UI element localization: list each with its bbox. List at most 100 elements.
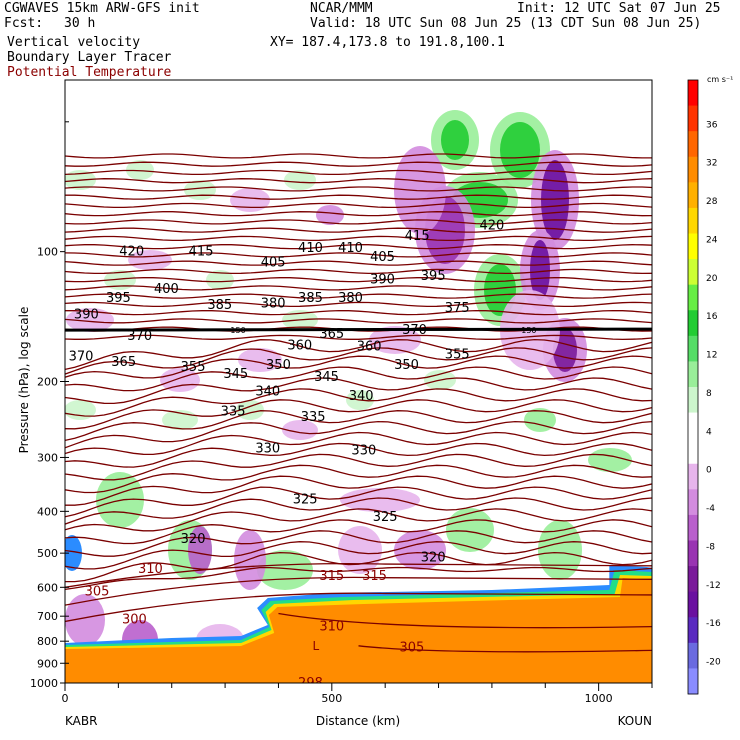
colorbar-tick-label: 28 [706,197,718,207]
forecast-hour: 30 h [64,16,96,31]
theta-contour [65,592,652,623]
y-tick-label: 600 [37,581,58,594]
theta-label: 410 [338,241,363,256]
theta-contour [65,153,652,159]
colorbar-swatch [688,463,698,490]
theta-label: 325 [373,510,398,525]
field-potential-temperature: Potential Temperature [7,65,172,80]
theta-contour [65,347,652,375]
y-tick-label: 100 [37,246,58,259]
tropopause-line: 150 150 [65,326,652,335]
theta-contour [65,377,652,405]
theta-contour [65,194,652,200]
theta-label: 325 [293,492,318,507]
theta-label: 400 [154,282,179,297]
theta-label: 315 [362,569,387,584]
theta-label: 340 [255,385,280,400]
colorbar-swatch [688,284,698,311]
theta-label: 298 [298,676,323,691]
valid-time: Valid: 18 UTC Sun 08 Jun 25 (13 CDT Sun … [310,16,702,31]
w-blob [446,508,494,552]
colorbar-tick-label: 0 [706,466,712,476]
theta-contour [65,169,652,176]
w-blob [500,122,540,178]
theta-contour [65,186,652,192]
theta-contour [65,388,652,417]
theta-contour-labels: 420 415 405 410 410 405 415 420 395 400 385 380 385 3… [69,219,505,691]
theta-contour [65,178,652,184]
y-tick-label: 400 [37,505,58,518]
theta-label: 380 [261,297,286,312]
theta-contour [65,293,652,299]
colorbar-swatch [688,412,698,439]
theta-contour [65,301,652,308]
tropopause-label: 150 [521,326,536,335]
theta-label: 385 [207,298,232,313]
theta-label: 370 [127,329,152,344]
w-blob [65,594,105,646]
theta-contour [65,541,652,570]
field-boundary-layer-tracer: Boundary Layer Tracer [7,50,172,65]
theta-contour [65,566,652,591]
init-time: Init: 12 UTC Sat 07 Jun 25 [517,1,721,16]
theta-label: 420 [119,245,144,260]
colorbar-tick-label: 12 [706,351,717,361]
theta-label: 395 [421,269,446,284]
theta-contour [65,530,652,557]
colorbar-swatch [688,591,698,618]
colorbar-swatch [688,131,698,158]
theta-label: 365 [319,327,344,342]
theta-label: 355 [181,360,206,375]
theta-contour [65,486,652,518]
w-blob [530,240,550,300]
cross-section-endpoints: XY= 187.4,173.8 to 191.8,100.1 [270,35,505,50]
theta-contour [65,277,652,283]
theta-contour [65,355,652,379]
theta-label: 360 [287,338,312,353]
theta-contour [65,260,652,266]
theta-label: 405 [261,256,286,271]
theta-contour [65,235,652,242]
model-title: CGWAVES 15km ARW-GFS init [4,1,200,16]
colorbar-swatch [688,361,698,388]
low-marker: L [312,639,319,653]
y-tick-label: 800 [37,635,58,648]
theta-label: 405 [370,250,395,265]
y-tick-label: 200 [37,376,58,389]
colorbar-swatch [688,642,698,669]
theta-label: 355 [445,347,470,362]
theta-label: 335 [221,405,246,420]
theta-label: 340 [349,389,374,404]
y-tick-label: 700 [37,610,58,623]
w-blob [65,400,96,420]
colorbar-tick-label: 16 [706,312,718,322]
theta-label: 320 [421,551,446,566]
theta-contour [65,219,652,225]
y-tick-label: 300 [37,451,58,464]
colorbar-swatch [688,80,698,107]
theta-label: 365 [111,355,136,370]
theta-contour [65,268,652,275]
theta-label: 310 [319,620,344,635]
colorbar-swatch [688,105,698,132]
colorbar-tick-label: 32 [706,159,717,169]
colorbar-swatch [688,156,698,183]
theta-contour [65,202,652,209]
w-blob [184,180,216,200]
colorbar-swatch [688,489,698,516]
theta-contour [65,161,652,167]
w-blob [66,308,114,332]
theta-label: 380 [338,291,363,306]
theta-label: 345 [223,367,248,382]
theta-label: 410 [298,241,323,256]
w-blob [340,488,420,512]
colorbar-swatch [688,207,698,234]
theta-contour [65,420,652,449]
colorbar-tick-label: -16 [706,619,721,629]
w-blob [282,420,318,440]
colorbar-swatch [688,233,698,260]
theta-contour [65,399,652,430]
theta-label: 390 [370,272,395,287]
pbl-patch [65,535,82,571]
